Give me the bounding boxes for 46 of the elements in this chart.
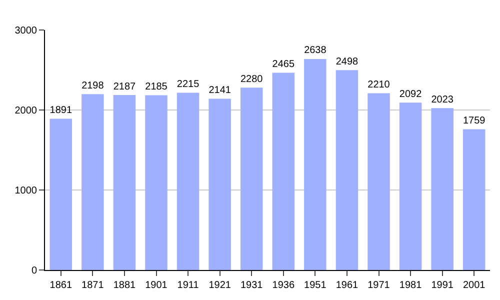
x-tick-label: 1901	[145, 280, 168, 291]
data-label: 2210	[368, 79, 390, 90]
bar	[208, 98, 231, 270]
x-tick-label: 1861	[50, 280, 72, 291]
x-tick-label: 2001	[462, 280, 486, 291]
x-tick-label: 1961	[336, 280, 359, 291]
x-tick-label: 1921	[208, 280, 232, 291]
bar	[176, 92, 200, 270]
x-tick-label: 1931	[240, 280, 264, 291]
x-tick-label: 1911	[177, 280, 200, 291]
data-label: 2185	[145, 81, 168, 92]
bar	[240, 88, 263, 270]
x-tick-label: 1971	[368, 280, 390, 291]
bar	[82, 94, 104, 270]
x-tick-label: 1881	[113, 280, 136, 291]
x-tick-label: 1936	[272, 280, 295, 291]
bar	[336, 70, 358, 270]
data-label: 2465	[272, 59, 295, 70]
data-label: 1891	[50, 104, 72, 116]
data-label: 2215	[176, 79, 200, 90]
y-tick-label: 1000	[14, 186, 38, 196]
bar	[399, 102, 422, 270]
data-label: 2187	[113, 81, 136, 92]
data-label: 2092	[399, 88, 422, 100]
x-tick-label: 1981	[399, 280, 422, 291]
data-label: 2023	[431, 94, 454, 106]
bar	[368, 93, 390, 270]
x-tick-label: 1991	[431, 280, 454, 291]
data-label: 2280	[240, 74, 264, 85]
x-tick-label: 1951	[304, 280, 327, 291]
y-tick-label: 2000	[14, 106, 38, 116]
bar	[304, 58, 326, 270]
bar	[431, 108, 454, 270]
bar	[50, 118, 72, 270]
y-tick-label: 0	[31, 266, 38, 276]
data-label: 2198	[82, 80, 104, 92]
data-label: 2141	[208, 84, 232, 96]
bar	[113, 95, 136, 270]
data-label: 1759	[462, 116, 486, 127]
x-tick-label: 1871	[82, 280, 104, 291]
bar	[462, 129, 486, 270]
data-label: 2498	[336, 56, 359, 68]
data-label: 2638	[304, 45, 327, 56]
bar	[272, 72, 295, 270]
bar	[145, 95, 168, 270]
y-tick-label: 3000	[14, 26, 38, 36]
